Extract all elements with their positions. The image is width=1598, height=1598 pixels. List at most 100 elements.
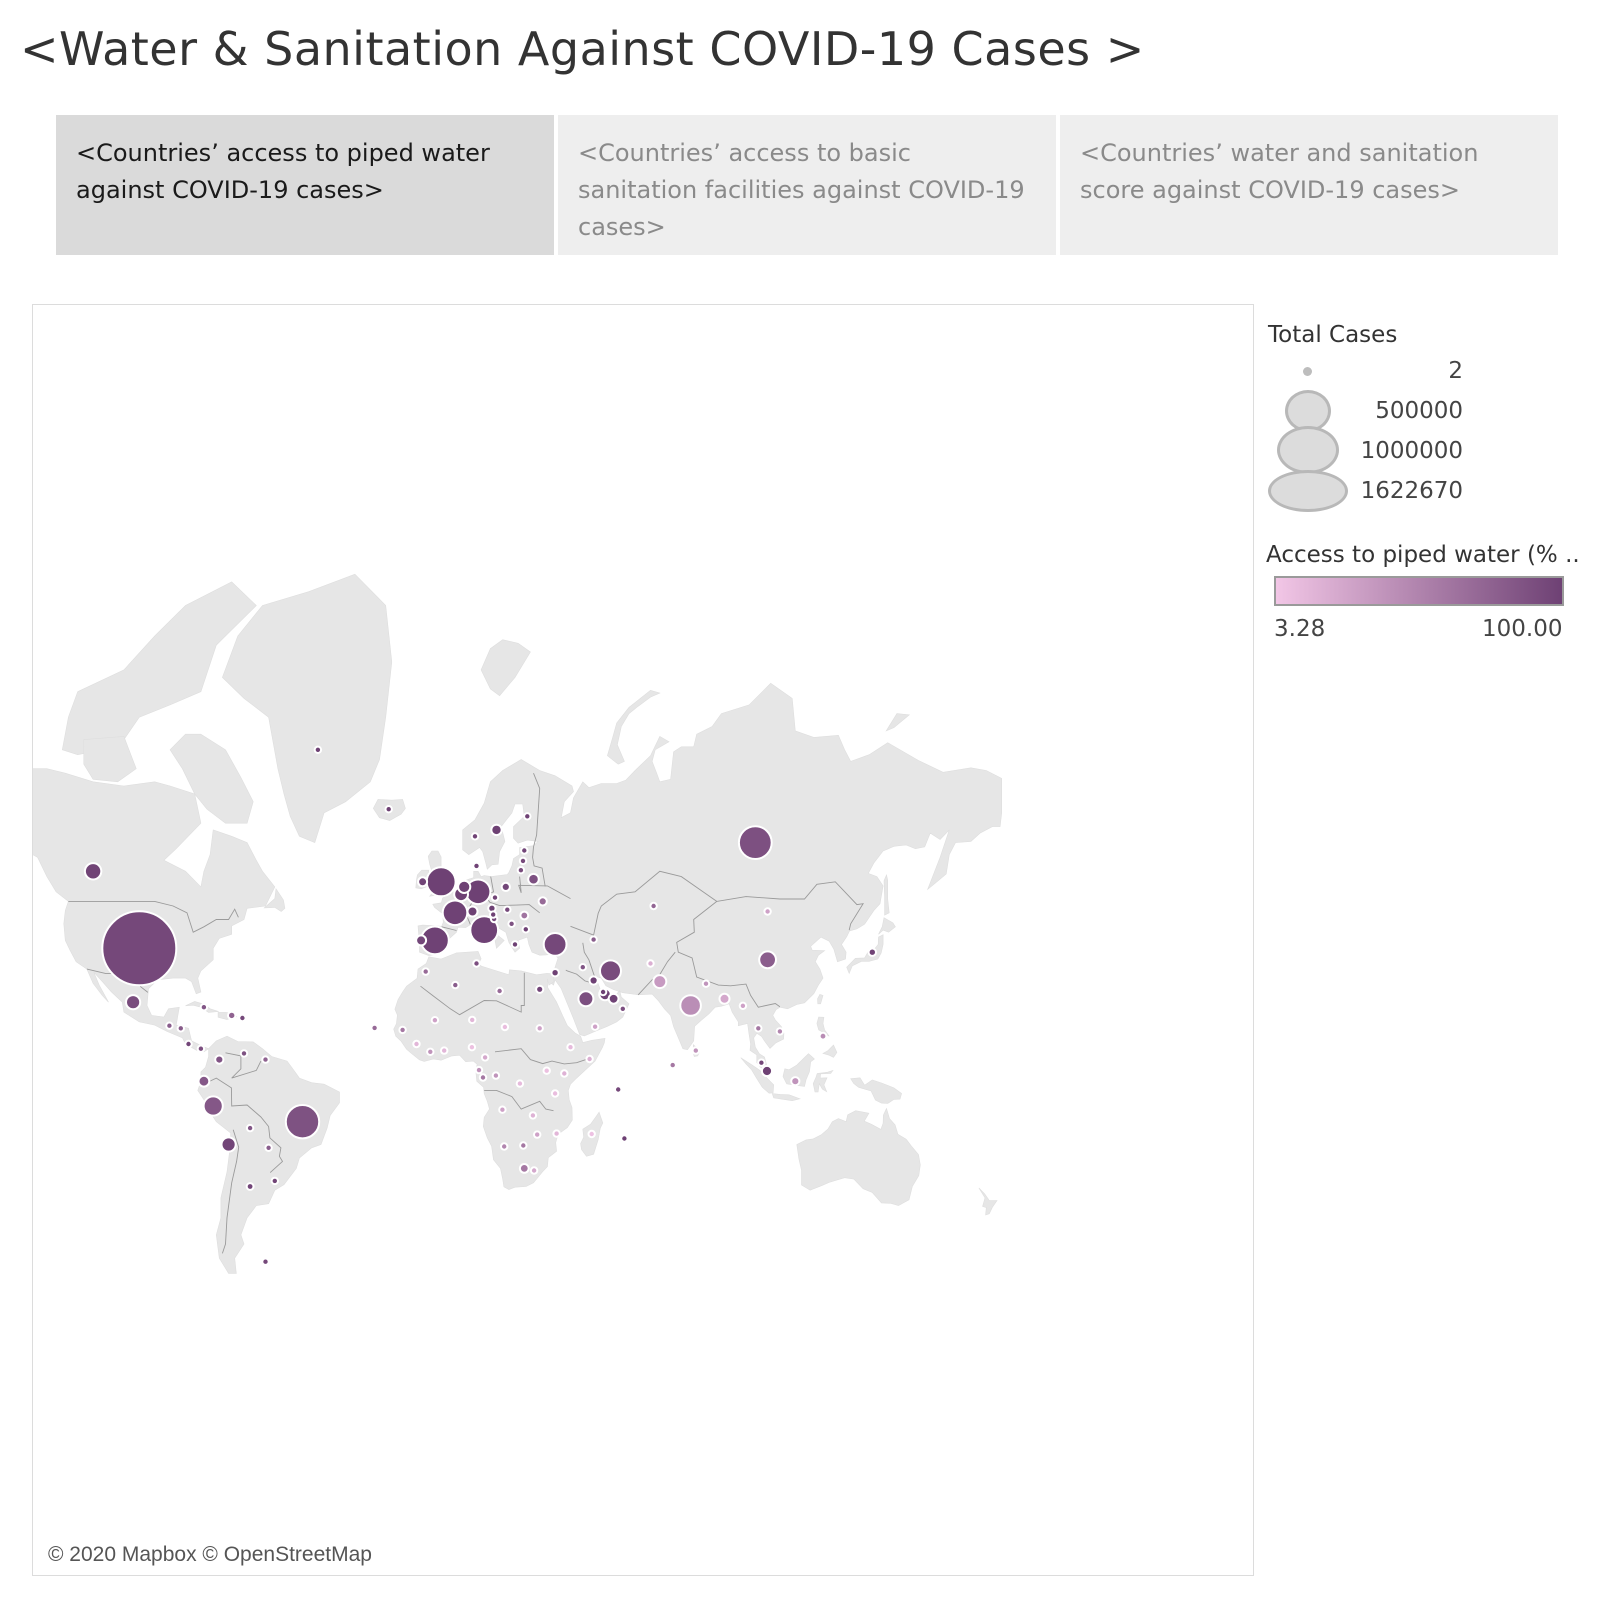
- bubble-israel[interactable]: [550, 968, 560, 978]
- bubble-iceland[interactable]: [384, 805, 393, 814]
- bubble-mexico[interactable]: [125, 994, 142, 1011]
- bubble-estonia[interactable]: [520, 846, 529, 855]
- bubble-poland[interactable]: [500, 881, 511, 893]
- bubble-ireland[interactable]: [417, 876, 429, 888]
- bubble-costa-rica[interactable]: [184, 1039, 193, 1049]
- bubble-botswana[interactable]: [519, 1141, 528, 1150]
- bubble-ukraine[interactable]: [537, 896, 548, 907]
- bubble-netherlands[interactable]: [457, 879, 472, 895]
- bubble-indonesia[interactable]: [790, 1076, 801, 1087]
- bubble-tanzania[interactable]: [550, 1089, 560, 1098]
- bubble-thailand[interactable]: [754, 1024, 763, 1033]
- bubble-morocco[interactable]: [421, 967, 430, 976]
- bubble-libya[interactable]: [495, 986, 504, 996]
- world-map[interactable]: © 2020 Mapbox © OpenStreetMap: [32, 304, 1254, 1576]
- bubble-honduras[interactable]: [176, 1024, 186, 1033]
- bubble-gabon[interactable]: [478, 1073, 488, 1082]
- bubble-kuwait[interactable]: [588, 975, 599, 986]
- bubble-singapore[interactable]: [760, 1064, 774, 1078]
- bubble-vietnam[interactable]: [775, 1027, 785, 1036]
- bubble-brazil[interactable]: [284, 1104, 321, 1140]
- bubble-guinea[interactable]: [412, 1039, 421, 1049]
- bubble-denmark[interactable]: [472, 861, 481, 871]
- bubble-nigeria[interactable]: [467, 1043, 477, 1052]
- bubble-mali[interactable]: [430, 1016, 440, 1025]
- bubble-guyana[interactable]: [261, 1055, 270, 1064]
- bubble-kazakhstan[interactable]: [649, 901, 658, 911]
- bubble-bulgaria[interactable]: [521, 925, 530, 934]
- bubble-italy[interactable]: [469, 915, 500, 945]
- bubble-angola[interactable]: [498, 1105, 507, 1114]
- bubble-senegal[interactable]: [398, 1025, 407, 1035]
- bubble-maldives[interactable]: [668, 1060, 677, 1070]
- bubble-somalia[interactable]: [585, 1054, 594, 1064]
- bubble-venezuela[interactable]: [239, 1049, 249, 1058]
- bubble-seychelles[interactable]: [614, 1085, 623, 1094]
- bubble-switzerland[interactable]: [466, 905, 479, 918]
- bubble-sri-lanka[interactable]: [691, 1046, 700, 1055]
- bubble-bangladesh[interactable]: [718, 992, 731, 1005]
- bubble-ghana[interactable]: [440, 1046, 449, 1055]
- bubble-oman[interactable]: [618, 1004, 627, 1013]
- tab-piped-water[interactable]: <Countries’ access to piped water agains…: [56, 115, 554, 255]
- tab-water-sanitation-score[interactable]: <Countries’ water and sanitation score a…: [1060, 115, 1558, 255]
- tab-basic-sanitation[interactable]: <Countries’ access to basic sanitation f…: [558, 115, 1056, 255]
- bubble-portugal[interactable]: [415, 934, 428, 947]
- bubble-cape-verde[interactable]: [370, 1023, 379, 1033]
- bubble-peru[interactable]: [202, 1095, 224, 1117]
- bubble-falkland-islands[interactable]: [261, 1257, 270, 1266]
- bubble-mauritius[interactable]: [620, 1134, 629, 1143]
- bubble-czechia[interactable]: [490, 893, 500, 902]
- bubble-greece[interactable]: [510, 940, 520, 949]
- bubble-guatemala[interactable]: [165, 1021, 174, 1030]
- bubble-bahrain[interactable]: [598, 987, 608, 997]
- bubble-norway[interactable]: [470, 832, 480, 841]
- bubble-turkey[interactable]: [542, 932, 568, 957]
- bubble-nepal[interactable]: [701, 979, 711, 988]
- bubble-iraq[interactable]: [578, 963, 587, 972]
- bubble-argentina[interactable]: [245, 1182, 255, 1191]
- bubble-mongolia[interactable]: [763, 907, 772, 916]
- bubble-france[interactable]: [441, 899, 469, 927]
- bubble-united-states[interactable]: [101, 910, 178, 987]
- bubble-lesotho[interactable]: [529, 1166, 539, 1175]
- bubble-slovenia[interactable]: [489, 910, 498, 919]
- map-canvas[interactable]: [33, 305, 1253, 1575]
- bubble-romania[interactable]: [519, 910, 530, 921]
- bubble-serbia[interactable]: [507, 919, 516, 928]
- bubble-finland[interactable]: [523, 812, 532, 821]
- bubble-colombia[interactable]: [214, 1054, 225, 1065]
- bubble-pakistan[interactable]: [652, 974, 668, 990]
- bubble-greenland[interactable]: [313, 745, 323, 754]
- bubble-egypt[interactable]: [535, 984, 545, 994]
- bubble-lithuania[interactable]: [516, 866, 526, 875]
- bubble-belarus[interactable]: [527, 872, 540, 886]
- bubble-iran[interactable]: [599, 959, 622, 983]
- bubble-uganda[interactable]: [542, 1066, 551, 1075]
- bubble-india[interactable]: [679, 994, 702, 1017]
- bubble-cameroon[interactable]: [480, 1053, 490, 1062]
- bubble-paraguay[interactable]: [264, 1143, 273, 1152]
- bubble-uruguay[interactable]: [270, 1176, 280, 1186]
- bubble-philippines[interactable]: [818, 1031, 828, 1041]
- bubble-niger[interactable]: [468, 1015, 477, 1025]
- bubble-chile[interactable]: [220, 1136, 237, 1153]
- bubble-united-kingdom[interactable]: [425, 866, 457, 898]
- bubble-zambia[interactable]: [528, 1111, 538, 1120]
- bubble-dominican-republic[interactable]: [227, 1010, 237, 1021]
- bubble-japan[interactable]: [867, 947, 877, 957]
- bubble-russia[interactable]: [737, 825, 773, 860]
- bubble-bolivia[interactable]: [245, 1123, 255, 1133]
- bubble-madagascar[interactable]: [587, 1129, 596, 1139]
- bubble-mozambique[interactable]: [552, 1129, 561, 1138]
- bubble-chad[interactable]: [500, 1022, 510, 1032]
- bubble-dr-congo[interactable]: [515, 1079, 525, 1088]
- bubble-united-arab-emirates[interactable]: [607, 992, 620, 1005]
- bubble-ethiopia[interactable]: [566, 1043, 575, 1052]
- bubble-congo[interactable]: [491, 1071, 501, 1080]
- bubble-saudi-arabia[interactable]: [577, 990, 595, 1008]
- bubble-china[interactable]: [758, 950, 777, 970]
- bubble-yemen[interactable]: [590, 1022, 600, 1031]
- bubble-cuba[interactable]: [199, 1003, 209, 1012]
- bubble-malaysia[interactable]: [757, 1058, 766, 1067]
